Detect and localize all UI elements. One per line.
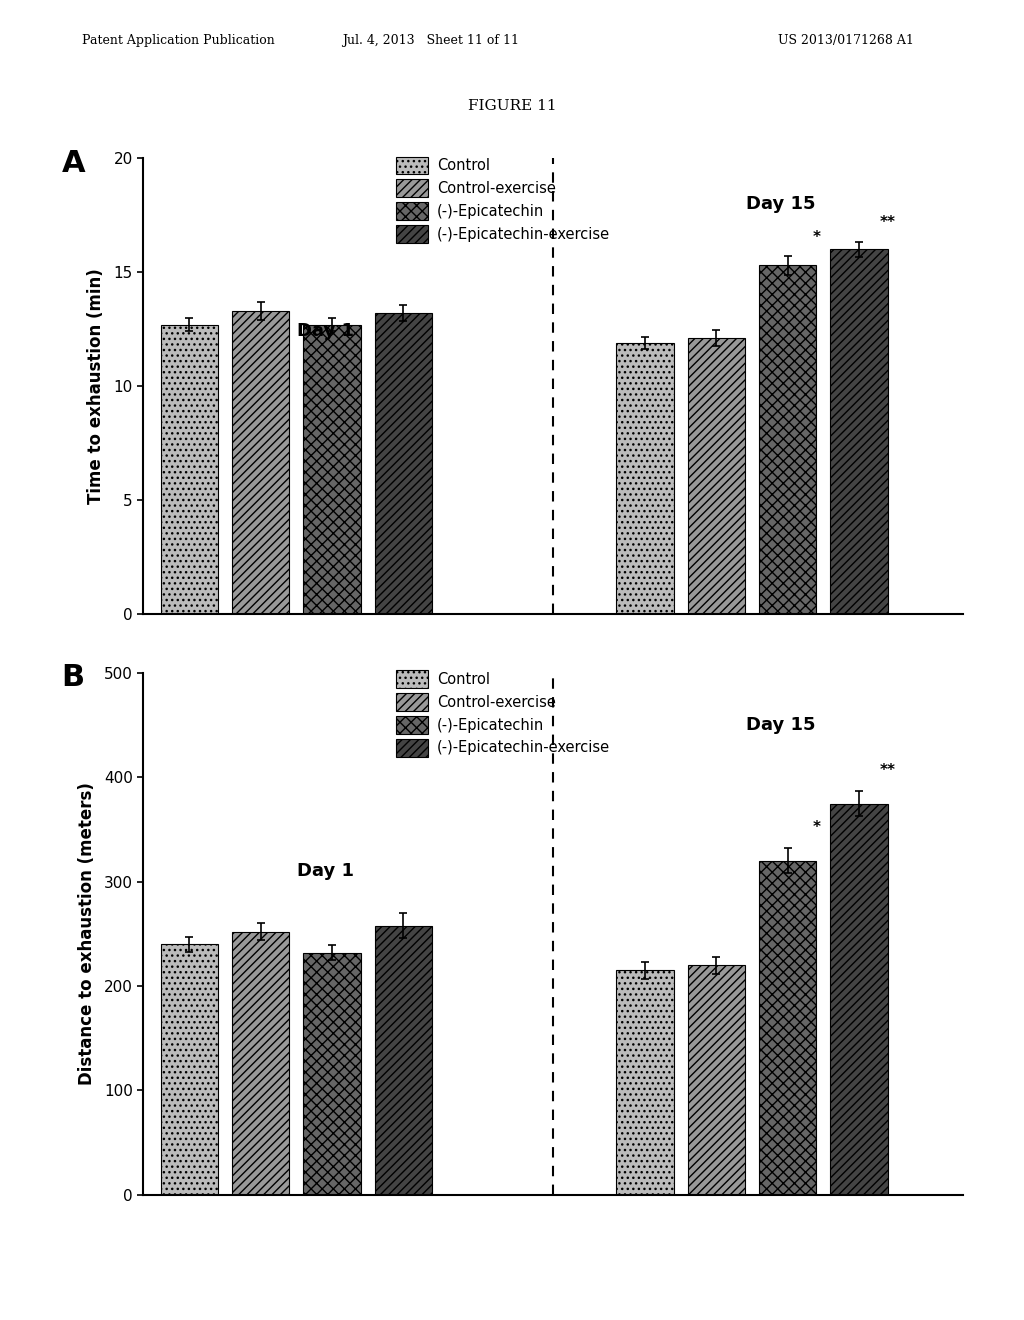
Text: Day 1: Day 1: [297, 322, 353, 341]
Bar: [687, 965, 745, 1195]
Y-axis label: Time to exhaustion (min): Time to exhaustion (min): [87, 268, 105, 504]
Bar: [375, 313, 432, 614]
Legend: Control, Control-exercise, (-)-Epicatechin, (-)-Epicatechin-exercise: Control, Control-exercise, (-)-Epicatech…: [396, 671, 610, 756]
Text: **: **: [880, 763, 896, 777]
Y-axis label: Distance to exhaustion (meters): Distance to exhaustion (meters): [78, 783, 95, 1085]
Bar: [830, 804, 888, 1195]
Text: US 2013/0171268 A1: US 2013/0171268 A1: [778, 34, 914, 48]
Bar: [616, 970, 674, 1195]
Bar: [687, 338, 745, 614]
Bar: [375, 925, 432, 1195]
Text: Day 15: Day 15: [746, 717, 815, 734]
Text: Day 1: Day 1: [297, 862, 353, 880]
Bar: [232, 932, 290, 1195]
Text: **: **: [880, 215, 896, 230]
Bar: [232, 312, 290, 614]
Bar: [303, 953, 360, 1195]
Text: Patent Application Publication: Patent Application Publication: [82, 34, 274, 48]
Bar: [759, 861, 816, 1195]
Text: B: B: [61, 663, 85, 692]
Text: *: *: [812, 820, 820, 836]
Bar: [616, 343, 674, 614]
Text: A: A: [61, 149, 85, 178]
Bar: [161, 944, 218, 1195]
Text: *: *: [812, 230, 820, 246]
Legend: Control, Control-exercise, (-)-Epicatechin, (-)-Epicatechin-exercise: Control, Control-exercise, (-)-Epicatech…: [396, 157, 610, 243]
Bar: [759, 265, 816, 614]
Bar: [303, 325, 360, 614]
Bar: [830, 249, 888, 614]
Text: Jul. 4, 2013   Sheet 11 of 11: Jul. 4, 2013 Sheet 11 of 11: [342, 34, 518, 48]
Text: FIGURE 11: FIGURE 11: [468, 99, 556, 114]
Bar: [161, 325, 218, 614]
Text: Day 15: Day 15: [746, 195, 815, 213]
